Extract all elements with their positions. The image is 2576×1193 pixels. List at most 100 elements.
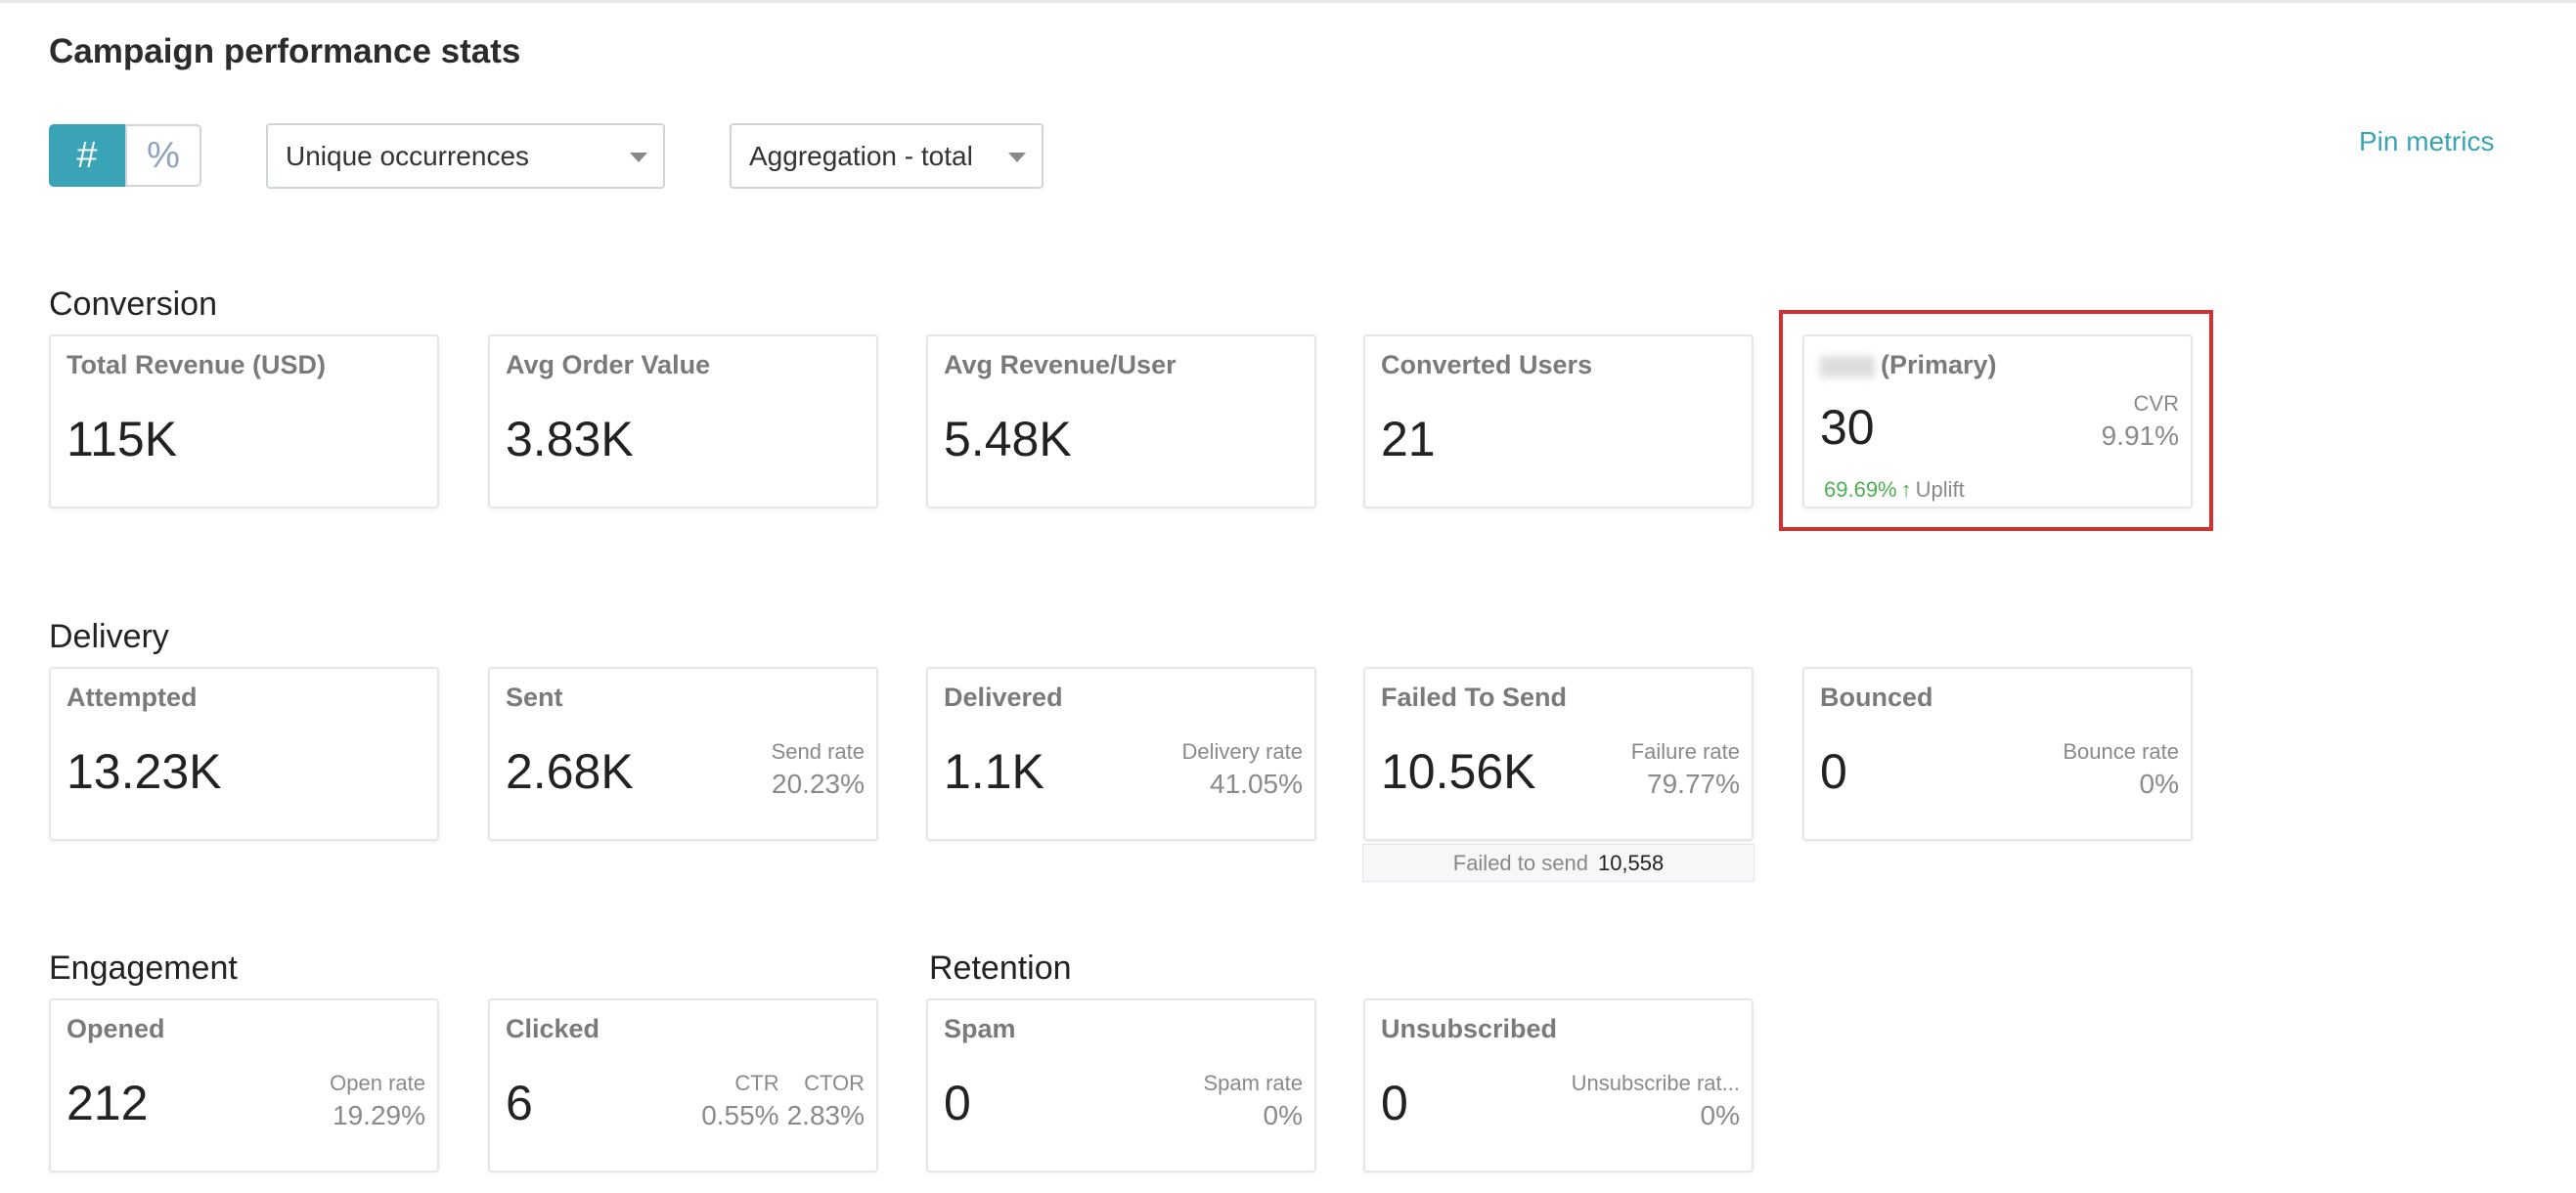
card-title-text: Clicked: [506, 1014, 600, 1043]
metric-value: 79.77%: [1647, 769, 1740, 799]
page-title: Campaign performance stats: [49, 32, 521, 70]
card-title: Bounced: [1820, 683, 1933, 713]
card-value: 3.83K: [506, 412, 634, 466]
uplift-value: 69.69%: [1824, 477, 1897, 502]
card-value: 21: [1381, 412, 1436, 466]
metric-card: Total Revenue (USD) 115K: [49, 334, 439, 508]
card-title-text: Delivered: [944, 683, 1063, 712]
metric-value: 0.55%: [701, 1100, 779, 1130]
metric: Unsubscribe rat... 0%: [1572, 1071, 1740, 1131]
metric-value: 19.29%: [333, 1100, 425, 1130]
metric: CTOR 2.83%: [787, 1071, 865, 1131]
card-title-text: Converted Users: [1381, 350, 1593, 379]
metric-label: Delivery rate: [1181, 739, 1303, 764]
card-title: Opened: [67, 1014, 165, 1044]
metric-value: 20.23%: [772, 769, 865, 799]
card-title: Avg Revenue/User: [944, 350, 1177, 380]
card-title-text: Spam: [944, 1014, 1016, 1043]
metric: Open rate 19.29%: [330, 1071, 425, 1131]
card-value: 0: [944, 1076, 971, 1130]
card-metrics: CVR 9.91%: [2102, 391, 2179, 452]
metric-card: Avg Revenue/User 5.48K: [926, 334, 1316, 508]
highlight-box: [1779, 310, 2213, 531]
card-value: 13.23K: [67, 744, 222, 799]
metric-card: Clicked 6 CTR 0.55% CTOR 2.83%: [488, 998, 878, 1172]
card-value: 5.48K: [944, 412, 1072, 466]
card-title: Converted Users: [1381, 350, 1592, 380]
section-title: Conversion: [49, 286, 217, 323]
metric-card: Avg Order Value 3.83K: [488, 334, 878, 508]
metric-card: Failed To Send 10.56K Failure rate 79.77%: [1363, 667, 1754, 841]
metric-label: Send rate: [771, 739, 865, 764]
card-title: Sent: [506, 683, 563, 713]
card-title-text: Avg Order Value: [506, 350, 711, 379]
card-title: Delivered: [944, 683, 1063, 713]
metric: CVR 9.91%: [2102, 391, 2179, 452]
tooltip-value: 10,558: [1597, 850, 1665, 875]
card-value: 10.56K: [1381, 744, 1536, 799]
card-title-text: Total Revenue (USD): [67, 350, 327, 379]
card-value: 115K: [67, 412, 178, 466]
pin-metrics[interactable]: Pin metrics: [2359, 126, 2495, 156]
toggle-count[interactable]: #: [49, 124, 125, 187]
card-title: Failed To Send: [1381, 683, 1567, 713]
dropdown[interactable]: Aggregation - total: [730, 123, 1044, 189]
metric-card: Unsubscribed 0 Unsubscribe rat... 0%: [1363, 998, 1754, 1172]
metric: Spam rate 0%: [1204, 1071, 1304, 1131]
card-title: Clicked: [506, 1014, 600, 1044]
metric-label: Open rate: [330, 1071, 425, 1095]
metric-value: 41.05%: [1210, 769, 1303, 799]
card-title: (Primary): [1820, 350, 1997, 380]
card-title: Avg Order Value: [506, 350, 710, 380]
card-title: Spam: [944, 1014, 1016, 1044]
card-metrics: Send rate 20.23%: [772, 739, 865, 800]
metric: CTR 0.55%: [701, 1071, 778, 1131]
card-value: 0: [1820, 744, 1847, 799]
metric-label: Bounce rate: [2063, 739, 2179, 764]
metric-value: 2.83%: [786, 1100, 865, 1130]
metric-card: Sent 2.68K Send rate 20.23%: [488, 667, 878, 841]
card-title-text: (Primary): [1881, 350, 1997, 379]
card-title-text: Sent: [506, 683, 563, 712]
card-metrics: Open rate 19.29%: [330, 1071, 425, 1131]
card-title-text: Avg Revenue/User: [944, 350, 1177, 379]
card-metrics: Bounce rate 0%: [2063, 739, 2179, 800]
metric-card: Spam 0 Spam rate 0%: [926, 998, 1316, 1172]
card-title-text: Unsubscribed: [1381, 1014, 1558, 1043]
uplift-label: Uplift: [1915, 477, 1965, 502]
metric-value: 0%: [1700, 1100, 1740, 1130]
card-title: Unsubscribed: [1381, 1014, 1557, 1044]
metric-value: 0%: [2139, 769, 2179, 799]
metric: Send rate 20.23%: [772, 739, 865, 800]
card-metrics: Delivery rate 41.05%: [1182, 739, 1303, 800]
dropdown[interactable]: Unique occurrences: [266, 123, 665, 189]
tooltip: Failed to send 10,558: [1362, 844, 1754, 882]
metric-label: CTOR: [804, 1071, 865, 1095]
metric-label: Spam rate: [1203, 1071, 1304, 1095]
metric-value: 9.91%: [2101, 420, 2179, 451]
metric-label: Failure rate: [1630, 739, 1740, 764]
card-value: 2.68K: [506, 744, 634, 799]
metric-card: Converted Users 21: [1363, 334, 1754, 508]
card-value: 0: [1381, 1076, 1408, 1130]
card-title: Total Revenue (USD): [67, 350, 326, 380]
metric: Delivery rate 41.05%: [1182, 739, 1303, 800]
card-metrics: Unsubscribe rat... 0%: [1572, 1071, 1740, 1131]
section-title: Delivery: [49, 618, 169, 655]
card-value: 6: [506, 1076, 533, 1130]
metric-label: Unsubscribe rat...: [1571, 1071, 1740, 1095]
metric-card: Delivered 1.1K Delivery rate 41.05%: [926, 667, 1316, 841]
metric: Bounce rate 0%: [2063, 739, 2179, 800]
card-title-text: Attempted: [67, 683, 198, 712]
metric-card: Bounced 0 Bounce rate 0%: [1802, 667, 2193, 841]
toggle-percent[interactable]: %: [125, 124, 201, 187]
redacted: [1820, 355, 1875, 377]
card-title-text: Opened: [67, 1014, 165, 1043]
card-value: 1.1K: [944, 744, 1044, 799]
metric-label: CVR: [2133, 391, 2179, 416]
card-metrics: Spam rate 0%: [1204, 1071, 1304, 1131]
card-value: 212: [67, 1076, 149, 1130]
metric: Failure rate 79.77%: [1631, 739, 1740, 800]
card-title-text: Failed To Send: [1381, 683, 1568, 712]
metric-card: (Primary) 30 CVR 9.91% 69.69% ↑ Uplift: [1802, 334, 2193, 508]
